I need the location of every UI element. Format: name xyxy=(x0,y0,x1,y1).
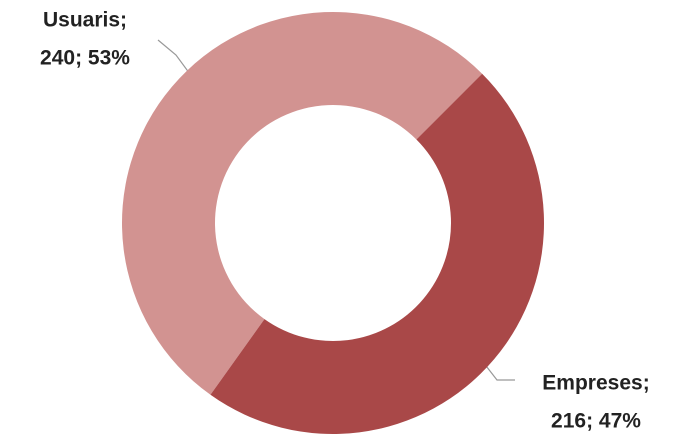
donut-slice xyxy=(122,12,483,395)
data-label: 240; 53% xyxy=(40,47,130,70)
data-label: Usuaris; xyxy=(43,9,127,32)
data-label: Empreses; xyxy=(542,372,649,395)
data-label: 216; 47% xyxy=(551,410,641,433)
donut-slice xyxy=(210,73,545,435)
